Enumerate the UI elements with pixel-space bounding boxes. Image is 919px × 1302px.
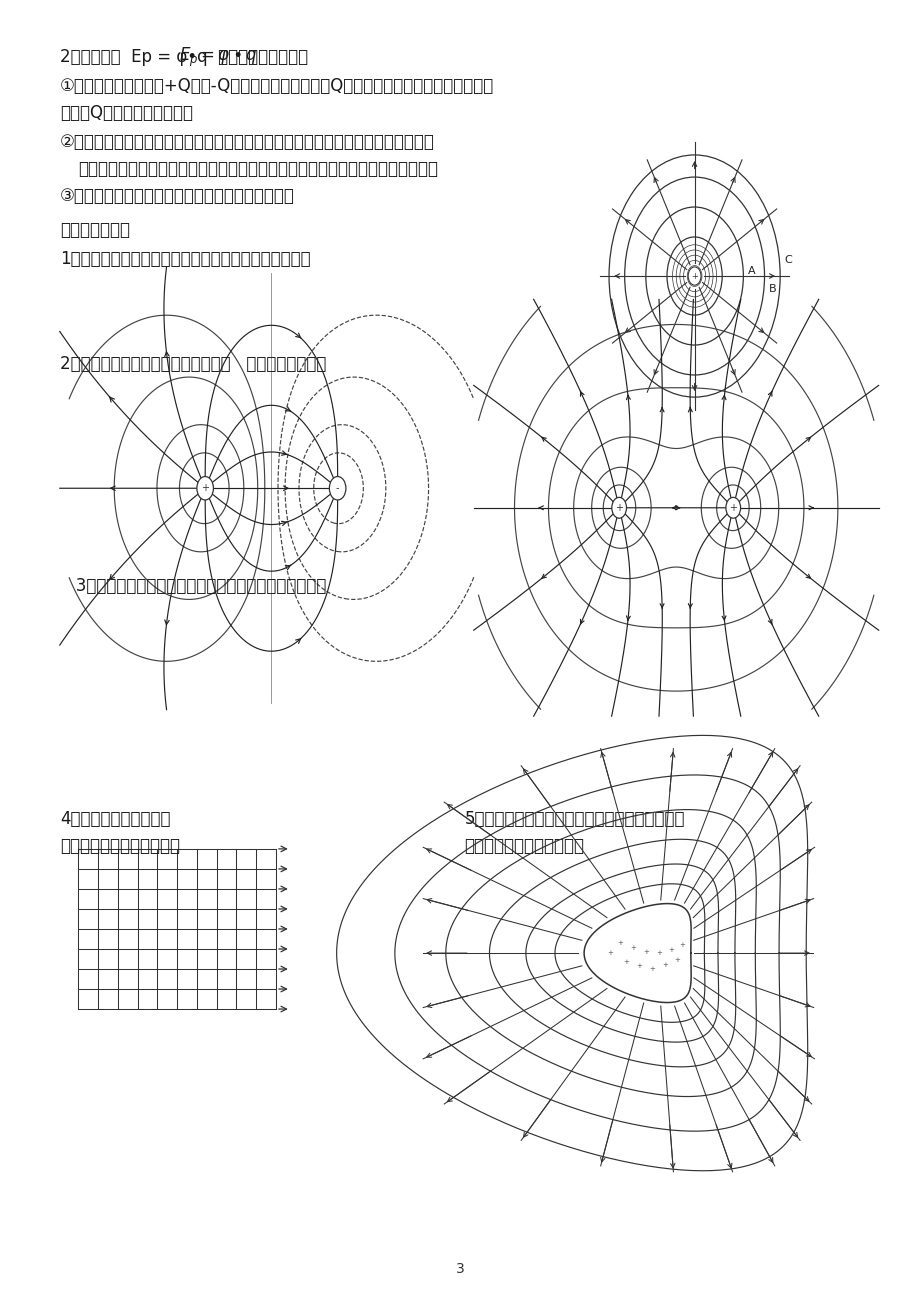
Text: 1、点电荷电场中的等势面：以点电荷为球心的一簇球面: 1、点电荷电场中的等势面：以点电荷为球心的一簇球面 [60,250,310,268]
Text: A: A [747,266,754,276]
Text: -: - [335,483,339,493]
Text: +: + [630,945,635,950]
Circle shape [611,497,626,518]
Text: +: + [623,960,629,965]
Text: $E_p = \varphi \bullet q$: $E_p = \varphi \bullet q$ [179,46,257,69]
Text: 电场线较密处等势面也较密: 电场线较密处等势面也较密 [464,837,584,855]
Text: B: B [768,284,776,294]
Circle shape [725,497,740,518]
Text: +: + [636,963,641,969]
Text: ③电场力做功只与初末位置有关，与运动路径无关。: ③电场力做功只与初末位置有关，与运动路径无关。 [60,187,294,206]
Circle shape [329,477,346,500]
Text: +: + [679,943,685,948]
Text: +: + [642,949,648,954]
Text: 五、常见等势面: 五、常见等势面 [60,221,130,240]
Text: 3、等量同种点电荷电场中的等势面：是两簇对称曲面。: 3、等量同种点电荷电场中的等势面：是两簇对称曲面。 [60,577,326,595]
Text: C: C [784,255,791,266]
Text: ②对于正电荷，若电势降低，则电势能一定降低，若电势升高，则电势能一定升高；: ②对于正电荷，若电势降低，则电势能一定降低，若电势升高，则电势能一定升高； [60,133,434,151]
Polygon shape [584,904,690,1003]
Text: +: + [649,966,654,971]
Text: ①在电场中，无论移动+Q还是-Q，只要电场力做正功，Q的电势能一定减小；只要电场力做: ①在电场中，无论移动+Q还是-Q，只要电场力做正功，Q的电势能一定减小；只要电场… [60,77,494,95]
Text: 3: 3 [455,1262,464,1276]
Text: +: + [615,503,622,513]
Text: +: + [617,940,622,945]
Text: +: + [655,950,661,956]
Text: 5、形状不规则的带电导体附近的电场线及等势面: 5、形状不规则的带电导体附近的电场线及等势面 [464,810,685,828]
Text: +: + [690,272,698,280]
Text: 是垂直于电场线的一簇平面: 是垂直于电场线的一簇平面 [60,837,179,855]
Text: +: + [607,950,612,956]
Circle shape [687,267,700,285]
Text: 4、匀强电场中的等势面: 4、匀强电场中的等势面 [60,810,170,828]
Text: +: + [662,962,667,967]
Text: 2、等量异种点电荷电场中的等势面：   是两簇对称曲面。: 2、等量异种点电荷电场中的等势面： 是两簇对称曲面。 [60,355,326,374]
Text: 负功，Q的电势能一定增大。: 负功，Q的电势能一定增大。 [60,104,193,122]
Text: +: + [729,503,736,513]
Text: +: + [201,483,209,493]
Text: +: + [668,948,674,953]
Text: 2、电势能：  Ep = φ•q  （相当于重力势能）: 2、电势能： Ep = φ•q （相当于重力势能） [60,48,308,66]
Text: 对于负电荷，若电势降低，则电势能一定升高，若电势升高，则电势能一定降低；: 对于负电荷，若电势降低，则电势能一定升高，若电势升高，则电势能一定降低； [78,160,437,178]
Text: +: + [674,957,679,962]
Circle shape [197,477,213,500]
